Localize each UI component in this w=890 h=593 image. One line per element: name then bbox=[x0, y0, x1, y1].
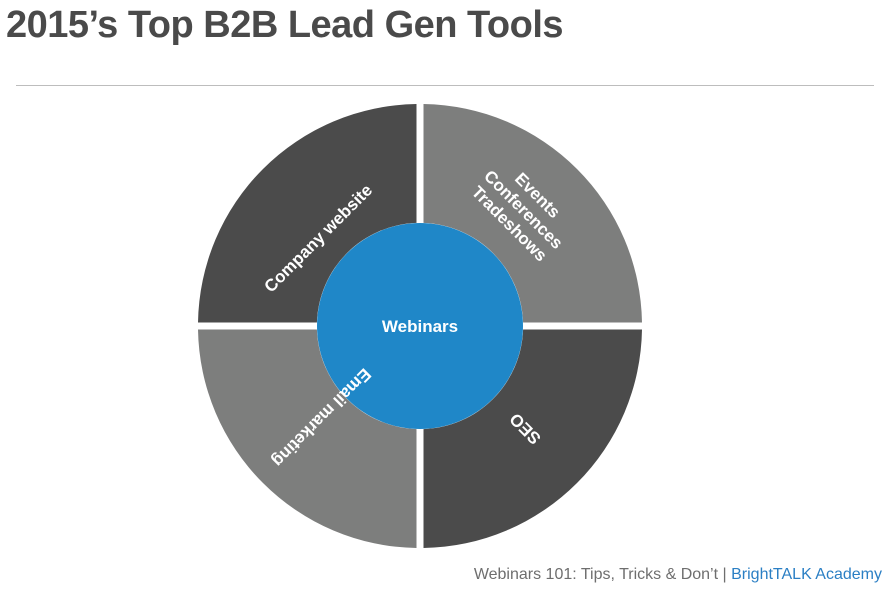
title-divider bbox=[16, 85, 874, 86]
center-circle bbox=[317, 223, 523, 429]
quadrant-bottom-left bbox=[198, 329, 417, 548]
footer-brand: BrightTALK Academy bbox=[731, 566, 882, 583]
quadrant-top-left bbox=[198, 104, 417, 323]
slide-title: 2015’s Top B2B Lead Gen Tools bbox=[6, 4, 564, 46]
quadrant-bottom-right bbox=[423, 329, 642, 548]
center-label: Webinars bbox=[382, 317, 458, 336]
quadrant-top-right bbox=[423, 104, 642, 323]
footer: Webinars 101: Tips, Tricks & Don’t | Bri… bbox=[474, 566, 882, 584]
footer-text: Webinars 101: Tips, Tricks & Don’t | bbox=[473, 566, 732, 583]
